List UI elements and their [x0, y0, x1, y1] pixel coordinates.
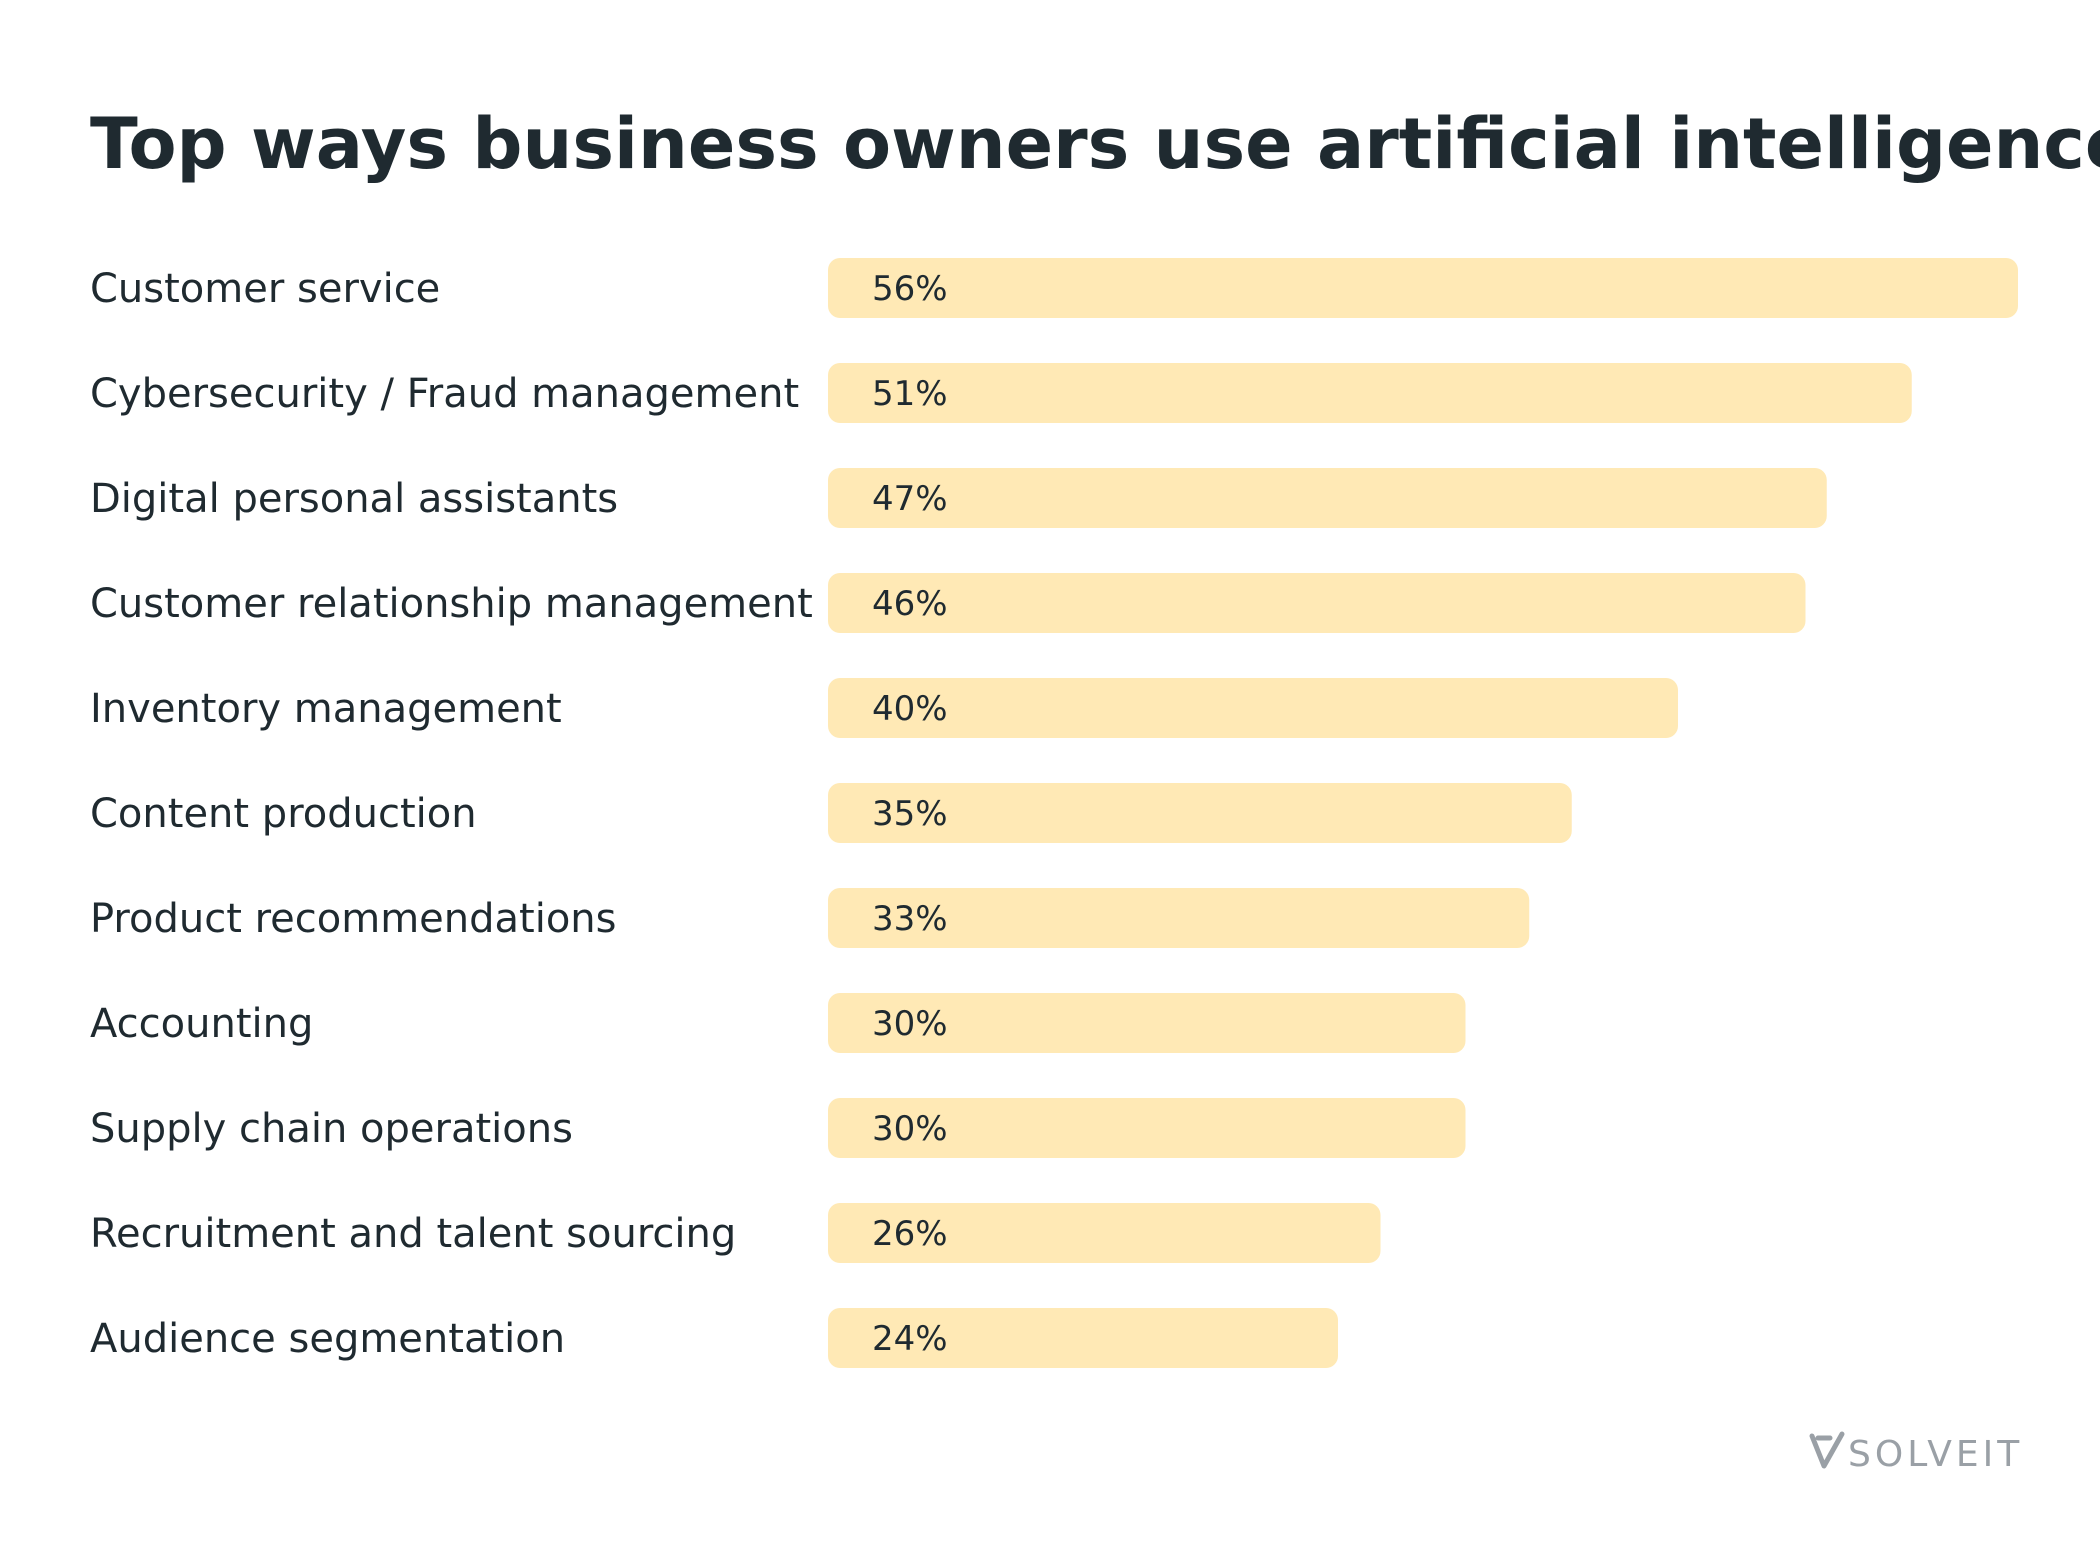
bar	[828, 258, 2018, 318]
value-label: 51%	[872, 374, 948, 414]
category-label: Content production	[90, 791, 477, 837]
value-label: 24%	[872, 1319, 948, 1359]
value-label: 33%	[872, 899, 948, 939]
logo-text: SOLVEIT	[1848, 1434, 2023, 1475]
chart-title: Top ways business owners use artificial …	[90, 103, 2100, 185]
bar	[828, 468, 1827, 528]
category-label: Recruitment and talent sourcing	[90, 1211, 736, 1257]
bars-group: Customer service 56% Cybersecurity / Fraud…	[90, 258, 2018, 1368]
value-label: 56%	[872, 269, 948, 309]
category-label: Audience segmentation	[90, 1316, 565, 1362]
bar	[828, 573, 1806, 633]
bar	[828, 363, 1912, 423]
value-label: 26%	[872, 1214, 948, 1254]
value-label: 30%	[872, 1109, 948, 1149]
bar	[828, 1308, 1338, 1368]
bar	[828, 1203, 1381, 1263]
value-label: 40%	[872, 689, 948, 729]
bar	[828, 783, 1572, 843]
bar	[828, 888, 1530, 948]
value-label: 30%	[872, 1004, 948, 1044]
category-label: Supply chain operations	[90, 1106, 573, 1152]
solveit-check-icon	[1809, 1431, 1845, 1469]
category-label: Accounting	[90, 1001, 313, 1047]
bar	[828, 1098, 1466, 1158]
value-label: 47%	[872, 479, 948, 519]
bar	[828, 678, 1678, 738]
value-label: 35%	[872, 794, 948, 834]
value-label: 46%	[872, 584, 948, 624]
category-label: Digital personal assistants	[90, 476, 618, 522]
category-label: Inventory management	[90, 686, 562, 732]
brand-logo: SOLVEIT	[1809, 1431, 2023, 1475]
category-label: Cybersecurity / Fraud management	[90, 371, 799, 417]
category-label: Customer relationship management	[90, 581, 813, 627]
category-label: Product recommendations	[90, 896, 616, 942]
bar	[828, 993, 1466, 1053]
category-label: Customer service	[90, 266, 440, 312]
